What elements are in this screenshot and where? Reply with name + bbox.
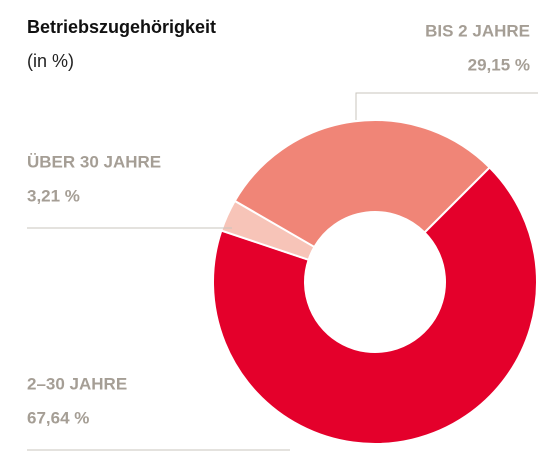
chart-subtitle: (in %)	[27, 51, 74, 71]
leader-line	[355, 92, 538, 120]
value-label: 3,21 %	[27, 186, 80, 205]
category-label: BIS 2 JAHRE	[425, 21, 530, 40]
category-label: ÜBER 30 JAHRE	[27, 152, 161, 171]
donut	[212, 119, 538, 445]
donut-slice	[212, 166, 538, 445]
donut-slice	[233, 119, 491, 249]
category-label: 2–30 JAHRE	[27, 374, 127, 393]
value-label: 67,64 %	[27, 408, 89, 427]
value-label: 29,15 %	[468, 55, 530, 74]
chart-title: Betriebszugehörigkeit	[27, 17, 216, 37]
